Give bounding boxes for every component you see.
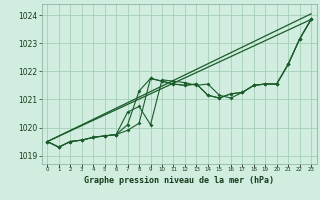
X-axis label: Graphe pression niveau de la mer (hPa): Graphe pression niveau de la mer (hPa) xyxy=(84,176,274,185)
